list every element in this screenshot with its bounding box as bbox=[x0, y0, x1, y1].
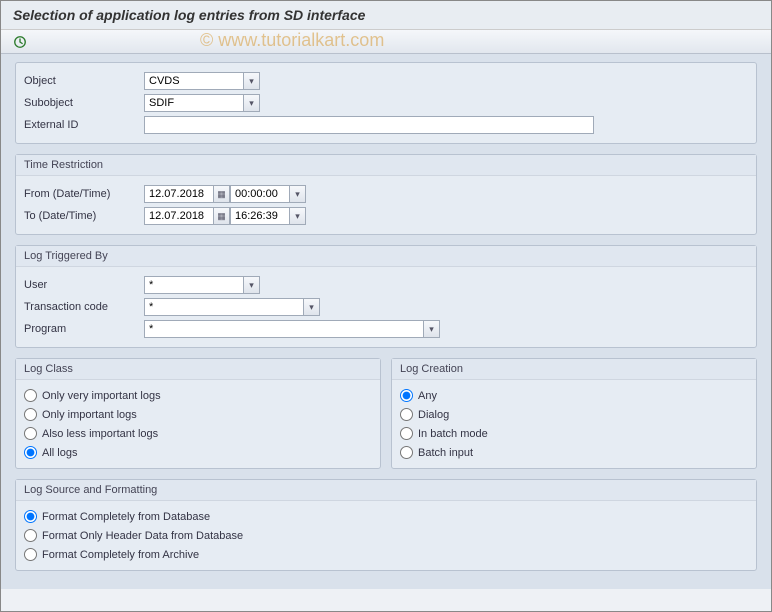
program-f4-icon[interactable]: ▾ bbox=[424, 320, 440, 338]
object-f4-icon[interactable]: ▾ bbox=[244, 72, 260, 90]
object-group: Object ▾ Subobject ▾ External ID bbox=[15, 62, 757, 144]
toolbar bbox=[1, 30, 771, 54]
log-class-opt2-label: Only important logs bbox=[42, 409, 137, 421]
triggered-by-group: Log Triggered By User ▾ Transaction code… bbox=[15, 245, 757, 348]
execute-icon[interactable] bbox=[13, 35, 27, 49]
time-restriction-group: Time Restriction From (Date/Time) ▦ ▾ To… bbox=[15, 154, 757, 235]
log-class-opt1[interactable]: Only very important logs bbox=[24, 386, 372, 405]
log-class-opt4-label: All logs bbox=[42, 447, 77, 459]
log-class-opt1-label: Only very important logs bbox=[42, 390, 161, 402]
log-source-opt2[interactable]: Format Only Header Data from Database bbox=[24, 526, 748, 545]
external-id-label: External ID bbox=[24, 119, 144, 131]
log-class-group: Log Class Only very important logs Only … bbox=[15, 358, 381, 469]
to-date-input[interactable] bbox=[144, 207, 214, 225]
log-creation-opt1[interactable]: Any bbox=[400, 386, 748, 405]
from-date-input[interactable] bbox=[144, 185, 214, 203]
from-label: From (Date/Time) bbox=[24, 188, 144, 200]
time-restriction-title: Time Restriction bbox=[16, 155, 756, 176]
log-creation-title: Log Creation bbox=[392, 359, 756, 380]
to-label: To (Date/Time) bbox=[24, 210, 144, 222]
triggered-by-title: Log Triggered By bbox=[16, 246, 756, 267]
log-class-opt3[interactable]: Also less important logs bbox=[24, 424, 372, 443]
log-creation-opt3[interactable]: In batch mode bbox=[400, 424, 748, 443]
log-creation-opt1-label: Any bbox=[418, 390, 437, 402]
log-source-group: Log Source and Formatting Format Complet… bbox=[15, 479, 757, 571]
from-time-f4-icon[interactable]: ▾ bbox=[290, 185, 306, 203]
log-creation-opt2[interactable]: Dialog bbox=[400, 405, 748, 424]
subobject-f4-icon[interactable]: ▾ bbox=[244, 94, 260, 112]
subobject-label: Subobject bbox=[24, 97, 144, 109]
log-class-opt2[interactable]: Only important logs bbox=[24, 405, 372, 424]
to-time-f4-icon[interactable]: ▾ bbox=[290, 207, 306, 225]
subobject-input[interactable] bbox=[144, 94, 244, 112]
program-input[interactable] bbox=[144, 320, 424, 338]
external-id-input[interactable] bbox=[144, 116, 594, 134]
tcode-input[interactable] bbox=[144, 298, 304, 316]
page-title: Selection of application log entries fro… bbox=[1, 1, 771, 30]
user-label: User bbox=[24, 279, 144, 291]
log-creation-group: Log Creation Any Dialog In batch mode Ba… bbox=[391, 358, 757, 469]
content-area: Object ▾ Subobject ▾ External ID Time Re… bbox=[1, 54, 771, 589]
log-creation-opt2-label: Dialog bbox=[418, 409, 449, 421]
log-source-title: Log Source and Formatting bbox=[16, 480, 756, 501]
log-source-opt3[interactable]: Format Completely from Archive bbox=[24, 545, 748, 564]
log-class-opt4[interactable]: All logs bbox=[24, 443, 372, 462]
tcode-label: Transaction code bbox=[24, 301, 144, 313]
log-class-opt3-label: Also less important logs bbox=[42, 428, 158, 440]
tcode-f4-icon[interactable]: ▾ bbox=[304, 298, 320, 316]
to-time-input[interactable] bbox=[230, 207, 290, 225]
log-creation-opt3-label: In batch mode bbox=[418, 428, 488, 440]
log-source-opt1-label: Format Completely from Database bbox=[42, 511, 210, 523]
object-input[interactable] bbox=[144, 72, 244, 90]
log-source-opt3-label: Format Completely from Archive bbox=[42, 549, 199, 561]
to-date-f4-icon[interactable]: ▦ bbox=[214, 207, 230, 225]
user-f4-icon[interactable]: ▾ bbox=[244, 276, 260, 294]
from-date-f4-icon[interactable]: ▦ bbox=[214, 185, 230, 203]
log-class-title: Log Class bbox=[16, 359, 380, 380]
user-input[interactable] bbox=[144, 276, 244, 294]
log-source-opt1[interactable]: Format Completely from Database bbox=[24, 507, 748, 526]
object-label: Object bbox=[24, 75, 144, 87]
log-creation-opt4[interactable]: Batch input bbox=[400, 443, 748, 462]
log-creation-opt4-label: Batch input bbox=[418, 447, 473, 459]
log-source-opt2-label: Format Only Header Data from Database bbox=[42, 530, 243, 542]
program-label: Program bbox=[24, 323, 144, 335]
from-time-input[interactable] bbox=[230, 185, 290, 203]
